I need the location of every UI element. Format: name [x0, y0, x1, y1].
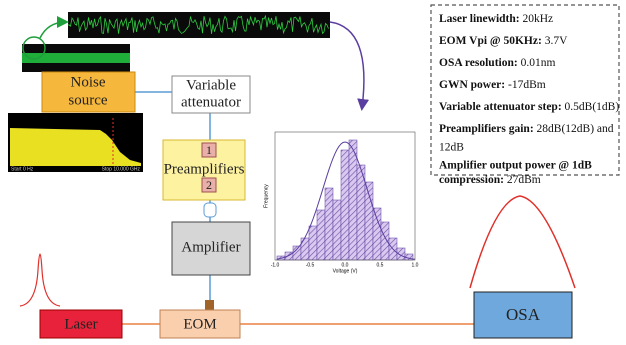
x-tick-label: 0.0 — [342, 262, 349, 268]
spec-value: 20kHz — [523, 13, 554, 25]
histogram-bar — [341, 150, 349, 260]
spec-key: GWN power: — [439, 79, 505, 91]
spec-line: Laser linewidth: 20kHz — [439, 13, 553, 25]
noise-trace-large — [68, 12, 330, 38]
histogram-bar — [381, 222, 389, 260]
spec-line: compression: 27dBm — [439, 174, 541, 186]
osa-spectrum — [470, 196, 575, 288]
spec-key: EOM Vpi @ 50KHz: — [439, 35, 542, 47]
diagram: Noise source Start 0 Hz Stop 10.000 GHz … — [0, 0, 626, 345]
x-tick-label: -1.0 — [271, 262, 280, 268]
histogram-bar — [333, 200, 341, 260]
label: Stop 10.000 GHz — [102, 166, 141, 172]
label: OSA — [506, 305, 541, 324]
spec-line: Amplifier output power @ 1dB — [439, 160, 592, 172]
label: 2 — [206, 178, 212, 192]
spec-key: Preamplifiers gain: — [439, 123, 534, 135]
spec-key: compression: — [439, 174, 504, 186]
x-tick-label: -0.5 — [306, 262, 315, 268]
label: source — [68, 92, 107, 108]
spec-line: Preamplifiers gain: 28dB(12dB) and — [439, 123, 614, 135]
spec-line: EOM Vpi @ 50KHz: 3.7V — [439, 35, 568, 47]
axis-label: Voltage (V) — [333, 268, 358, 274]
label: 1 — [206, 143, 212, 157]
spec-key: OSA resolution: — [439, 57, 518, 69]
histogram-bar — [317, 210, 325, 260]
spec-line: OSA resolution: 0.01nm — [439, 57, 555, 69]
spec-key: Variable attenuator step: — [439, 101, 562, 113]
spec-value: 27dBm — [507, 174, 541, 186]
label: Noise — [71, 74, 106, 90]
label: Preamplifiers — [164, 161, 245, 177]
zoom-arrow — [40, 22, 66, 38]
laser-line — [20, 254, 60, 306]
spec-value: 3.7V — [545, 35, 568, 47]
spec-value: 0.5dB(1dB) — [565, 101, 620, 113]
x-tick-label: 1.0 — [412, 262, 419, 268]
label: EOM — [183, 316, 216, 332]
arrow — [330, 22, 364, 108]
histogram-bar — [373, 208, 381, 260]
spec-value: 28dB(12dB) and — [537, 123, 614, 135]
spec-line: Variable attenuator step: 0.5dB(1dB) — [439, 101, 619, 113]
spec-key: Laser linewidth: — [439, 13, 520, 25]
label: Amplifier — [181, 239, 240, 255]
histogram-bar — [293, 246, 301, 260]
label: Start 0 Hz — [11, 166, 34, 172]
spec-value: 0.01nm — [521, 57, 556, 69]
coupler — [204, 203, 216, 217]
label: Laser — [64, 316, 97, 332]
histogram-bar — [309, 226, 317, 260]
histogram-bar — [325, 188, 333, 260]
histogram-bar — [349, 140, 357, 260]
rf-port — [205, 300, 214, 310]
label: Variable — [186, 77, 236, 93]
x-tick-label: 0.5 — [377, 262, 384, 268]
spec-line: GWN power: -17dBm — [439, 79, 546, 91]
axis-label: Frequency — [263, 184, 269, 208]
spec-line: 12dB — [439, 142, 464, 154]
label: attenuator — [181, 94, 241, 110]
spec-value: -17dBm — [508, 79, 546, 91]
